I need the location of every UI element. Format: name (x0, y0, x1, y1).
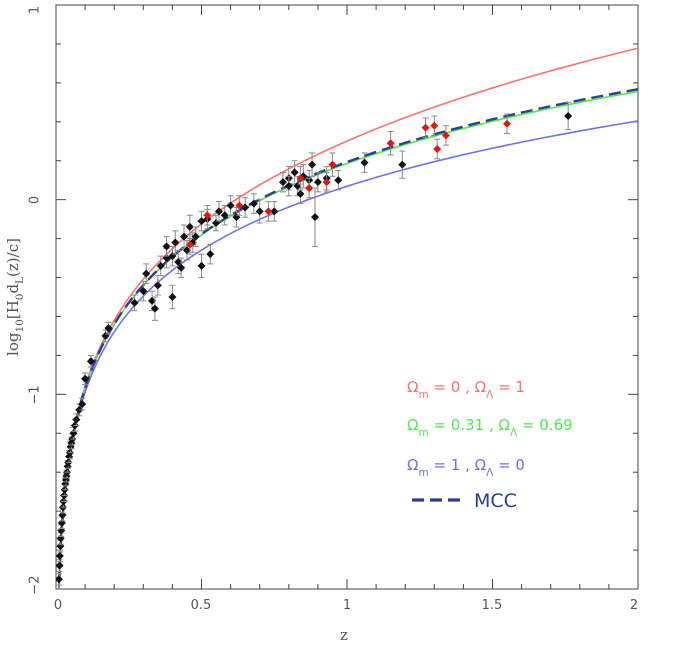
data-point-black (81, 374, 90, 383)
data-point-red (503, 119, 512, 128)
data-point-black (56, 575, 63, 584)
data-point-black (177, 263, 186, 272)
y-tick-labels: −2 −1 0 1 (28, 6, 43, 595)
data-point-black (220, 211, 229, 220)
data-point-black (104, 324, 113, 333)
data-point-black (290, 168, 299, 177)
data-point-black (308, 160, 317, 169)
data-point-red (296, 174, 305, 183)
data-point-black (197, 261, 206, 270)
data-point-black (174, 257, 183, 266)
data-point-black (168, 293, 177, 301)
data-point-red (430, 121, 439, 130)
data-point-black (69, 429, 78, 438)
x-tick-label-0-5: 0.5 (191, 598, 212, 613)
data-point-black (130, 298, 139, 307)
data-point-black (56, 561, 64, 570)
data-point-black (139, 287, 148, 296)
data-point-red (386, 139, 395, 148)
curve_lcdm (58, 90, 638, 589)
data-point-red (433, 145, 442, 154)
data-point-black (255, 207, 264, 216)
data-point-black (182, 246, 191, 255)
data-point-black (171, 238, 180, 247)
data-point-black (206, 250, 215, 259)
legend-label-mcc: MCC (474, 490, 517, 512)
x-tick-labels: 0 0.5 1 1.5 2 (54, 598, 638, 613)
data-point-black (278, 178, 287, 187)
x-axis-label: z (340, 626, 348, 644)
data-point-black (313, 178, 322, 187)
data-point-black (180, 232, 189, 241)
y-tick-label-0: 0 (28, 196, 43, 204)
y-tick-label-minus-1: −1 (28, 385, 43, 404)
data-point-black (284, 182, 293, 191)
data-point-black (153, 281, 162, 290)
data-point-black (56, 551, 64, 560)
data-point-black (360, 158, 369, 167)
data-point-black (156, 261, 165, 270)
data-point-black (564, 111, 573, 120)
data-point-black (191, 232, 200, 241)
x-tick-label-0: 0 (54, 598, 62, 613)
data-point-black (162, 242, 171, 251)
x-tick-label-1-5: 1.5 (482, 598, 503, 613)
data-point-black (148, 296, 157, 305)
data-point-black (398, 160, 407, 169)
data-point-black (214, 207, 223, 216)
data-point-black (86, 357, 95, 366)
y-tick-label-1: 1 (28, 6, 43, 14)
data-point-black (270, 207, 279, 216)
data-points (56, 101, 573, 586)
data-point-black (57, 526, 66, 535)
legend: Ωm = 0 , ΩΛ = 1 Ωm = 0.31 , ΩΛ = 0.69 Ωm… (407, 378, 573, 512)
data-point-red (264, 207, 273, 216)
y-axis-label: log10[H0dL(z)/c] (4, 238, 26, 356)
data-point-black (78, 400, 87, 409)
data-point-red (421, 123, 430, 132)
x-tick-label-2: 2 (630, 598, 638, 613)
data-point-black (58, 511, 67, 520)
model-curves (57, 47, 638, 589)
data-point-black (150, 304, 159, 313)
legend-label-matter: Ωm = 1 , ΩΛ = 0 (407, 456, 525, 479)
data-point-red (305, 183, 314, 192)
data-point-red (322, 178, 331, 187)
legend-label-lambda: Ωm = 0 , ΩΛ = 1 (407, 378, 525, 401)
data-point-black (56, 534, 65, 543)
legend-label-lcdm: Ωm = 0.31 , ΩΛ = 0.69 (407, 416, 573, 439)
data-point-black (310, 213, 319, 222)
data-point-red (441, 131, 450, 140)
y-tick-label-minus-2: −2 (28, 575, 43, 594)
data-point-black (185, 222, 194, 231)
data-point-black (142, 269, 151, 278)
curve_matter (58, 120, 638, 589)
data-point-black (226, 201, 235, 210)
data-point-red (203, 211, 212, 220)
data-point-black (296, 189, 305, 198)
data-point-black (72, 415, 81, 424)
data-point-red (235, 201, 244, 210)
axis-ticks (55, 4, 639, 590)
data-point-black (249, 199, 258, 208)
data-point-black (57, 518, 66, 527)
curve_mcc (57, 88, 638, 589)
data-point-black (334, 176, 343, 185)
data-point-red (328, 160, 337, 169)
x-tick-label-1: 1 (343, 598, 351, 613)
data-point-red (185, 240, 194, 249)
